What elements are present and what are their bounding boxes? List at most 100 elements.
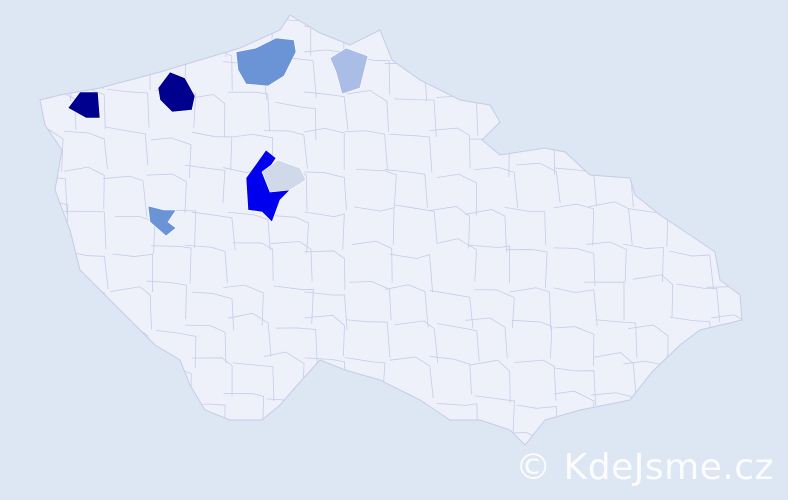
district-border [711,314,742,356]
district-border [353,206,395,245]
district-highlight[interactable] [157,71,196,113]
district-border [464,209,507,253]
district-border [155,430,197,445]
district-border [191,131,233,171]
district-border [465,439,509,445]
district-border [223,393,264,432]
district-border [511,90,556,133]
district-border [64,166,105,210]
district-border [632,52,673,92]
watermark: © KdeJsme.cz [515,447,774,488]
district-highlight[interactable] [261,159,307,193]
district-border [304,314,345,356]
district-border [40,444,69,445]
district-border [706,392,742,432]
district-border [669,250,714,290]
district-border [676,283,721,323]
district-border [623,137,664,177]
district-border [40,246,73,285]
district-border [394,320,439,363]
district-highlight[interactable] [329,47,369,95]
district-border [632,396,674,438]
district-border [304,171,347,210]
district-border [676,135,718,177]
district-border [64,210,107,250]
district-border [509,51,550,91]
district-border [583,55,625,95]
district-border [509,287,552,331]
district-border [553,60,597,100]
district-border [553,167,597,206]
district-border [107,88,150,128]
district-border [150,137,192,178]
district-border [356,168,397,208]
district-border [669,24,713,64]
district-border [223,284,264,326]
district-border [192,435,233,445]
district-border [184,164,226,204]
district-border [64,396,106,436]
district-border [263,130,308,169]
district-border [146,400,188,440]
district-border [669,88,712,130]
district-border [632,274,674,318]
district-border [155,330,197,369]
district-border [473,63,518,102]
district-border [469,359,511,404]
district-border [40,17,72,59]
district-border [595,90,636,132]
district-border [107,326,151,368]
district-border [356,391,397,434]
district-border [429,127,471,169]
district-border [389,133,433,173]
district-border [192,357,233,397]
district-border [151,245,192,284]
district-border [40,175,68,215]
district-border [344,130,388,170]
district-border [346,90,389,132]
district-border [191,291,235,331]
district-border [384,284,429,328]
district-border [553,247,596,286]
district-border [623,17,668,57]
district-border [103,175,148,217]
district-border [585,18,631,57]
district-border [228,435,273,445]
district-border [553,326,595,366]
district-border [469,244,510,284]
district-border [553,287,598,326]
district-border [347,319,391,358]
district-border [553,203,595,246]
district-border [710,91,742,131]
district-border [40,359,64,398]
district-border [595,319,638,358]
district-highlight[interactable] [147,205,177,237]
district-border [64,353,105,396]
district-border [270,241,313,282]
district-border [504,206,547,246]
district-border [389,15,432,53]
district-highlight[interactable] [67,91,101,119]
district-border [676,363,719,403]
district-border [384,169,428,208]
district-border [711,211,742,250]
district-border [112,253,153,293]
district-highlight[interactable] [235,37,297,87]
district-border [429,356,472,395]
district-border [706,163,742,206]
district-border [304,211,345,250]
district-border [553,16,595,60]
district-border [146,173,187,214]
district-border [429,290,474,329]
district-border [389,356,434,399]
district-border [112,15,153,53]
district-border [669,396,711,436]
district-border [516,162,561,204]
district-border [228,312,272,357]
district-border [40,287,73,328]
district-border [429,206,471,249]
district-border [64,130,108,170]
district-border [436,323,480,362]
district-border [103,404,144,443]
district-border [506,23,551,62]
